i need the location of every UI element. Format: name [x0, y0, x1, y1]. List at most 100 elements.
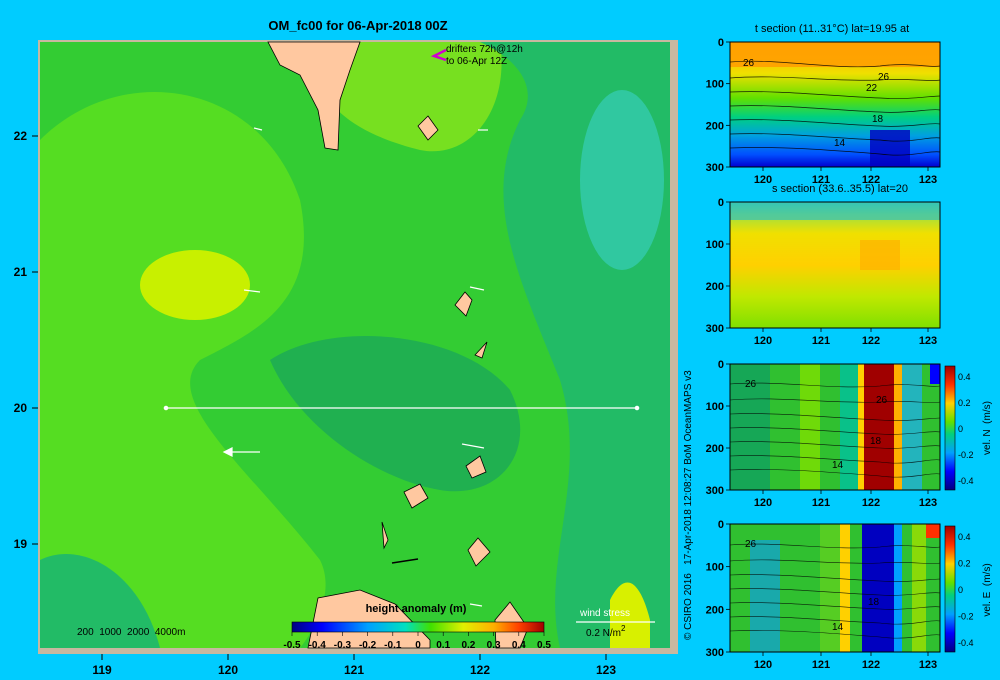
panel-x-tick-label: 123 — [919, 335, 937, 347]
anomaly-contour-southeast — [610, 582, 650, 648]
vel-colorbar-tick-label: -0.2 — [958, 450, 974, 460]
panel-x-tick-label: 122 — [862, 497, 880, 509]
panel-vel-east — [729, 523, 941, 653]
vel-east-colorbar-ticks: 0.4 0.2 0 -0.2 -0.4 — [958, 532, 974, 648]
panel-x-tick-label: 121 — [812, 497, 830, 509]
vel-colorbar-tick-label: -0.4 — [958, 476, 974, 486]
contour-label: 26 — [878, 72, 890, 83]
map-x-tick-label: 122 — [470, 663, 490, 677]
anomaly-max — [140, 250, 250, 320]
colorbar-tick-label: 0.1 — [436, 640, 450, 651]
panel-x-tick-label: 123 — [919, 497, 937, 509]
panel-x-tick-label: 121 — [812, 659, 830, 671]
vel-north-colorbar — [944, 365, 956, 491]
colorbar-title: height anomaly (m) — [366, 603, 467, 615]
section-line — [163, 405, 640, 411]
panel-y-tick-label: 200 — [706, 120, 724, 132]
contour-label: 14 — [832, 460, 844, 471]
panel-y-tick-label: 100 — [706, 562, 724, 574]
contour-label: 18 — [870, 436, 882, 447]
map-y-tick-label: 20 — [14, 401, 28, 415]
colorbar-tick-label: -0.3 — [334, 640, 352, 651]
island — [417, 115, 439, 141]
anomaly-contour-light — [40, 92, 326, 648]
panel-y-tick-label: 0 — [718, 519, 724, 531]
panel-temperature — [729, 41, 941, 168]
vel-colorbar-tick-label: 0.2 — [958, 398, 971, 408]
vel-north-label: vel. N (m/s) — [982, 401, 993, 455]
drifters-line1: drifters 72h@12h — [446, 44, 523, 55]
panel-x-tick-label: 123 — [919, 174, 937, 186]
vel-east-colorbar — [944, 525, 956, 653]
drifters-line2: to 06-Apr 12Z — [446, 56, 507, 67]
panel-y-tick-label: 200 — [706, 281, 724, 293]
panel-y-tick-label: 300 — [706, 162, 724, 174]
vel-colorbar-tick-label: 0.4 — [958, 372, 971, 382]
map-x-ticks: 119 120 121 122 123 — [92, 654, 616, 677]
vel-colorbar-tick-label: 0 — [958, 585, 963, 595]
colorbar-tick-label: -0.5 — [283, 640, 301, 651]
map-x-tick-label: 120 — [218, 663, 238, 677]
map-y-tick-label: 19 — [14, 537, 28, 551]
contour-label: 26 — [876, 395, 888, 406]
contour-label: 14 — [832, 622, 844, 633]
panel-y-tick-label: 100 — [706, 79, 724, 91]
colorbar-tick-label: 0.4 — [512, 640, 526, 651]
panel-y-tick-label: 300 — [706, 647, 724, 659]
panel-vel-east-contour-labels: 26 18 14 — [745, 539, 880, 633]
panel-salinity — [729, 201, 941, 329]
panel-x-tick-label: 121 — [812, 174, 830, 186]
panel-axes: 0 100 200 300 120 121 122 123 0 100 200 300 120 121 12… — [706, 37, 938, 671]
contour-label: 14 — [834, 138, 846, 149]
panel-salinity-title: s section (33.6..35.5) lat=20 — [772, 183, 908, 195]
panel-x-tick-label: 122 — [862, 174, 880, 186]
island — [381, 521, 389, 550]
map-x-tick-label: 121 — [344, 663, 364, 677]
panel-y-tick-label: 100 — [706, 401, 724, 413]
colorbar-ticks: -0.5 -0.4 -0.3 -0.2 -0.1 0 0.1 0.2 0.3 0.4 0.5 — [283, 632, 551, 651]
panel-y-tick-label: 300 — [706, 485, 724, 497]
panel-x-tick-label: 121 — [812, 335, 830, 347]
panel-x-tick-label: 122 — [862, 335, 880, 347]
contour-label: 26 — [743, 58, 755, 69]
colorbar-tick-label: -0.2 — [359, 640, 377, 651]
anomaly-contour-southwest — [40, 553, 160, 648]
drift-arrows — [222, 127, 488, 607]
luzon-land — [307, 589, 431, 649]
island — [467, 537, 491, 567]
panel-y-tick-label: 0 — [718, 359, 724, 371]
contour-label: 18 — [868, 597, 880, 608]
colorbar-tick-label: 0 — [415, 640, 421, 651]
map-y-tick-label: 21 — [14, 265, 28, 279]
vel-colorbar-tick-label: -0.4 — [958, 638, 974, 648]
panel-x-tick-label: 120 — [754, 659, 772, 671]
wind-vector — [391, 558, 419, 564]
depth-legend: 200 1000 2000 4000m — [77, 627, 185, 638]
vel-north-colorbar-ticks: 0.4 0.2 0 -0.2 -0.4 — [958, 372, 974, 486]
colorbar — [291, 621, 545, 633]
panel-x-tick-label: 123 — [919, 659, 937, 671]
wind-stress-label: wind stress — [579, 608, 630, 619]
vel-colorbar-tick-label: 0 — [958, 424, 963, 434]
island — [403, 483, 429, 509]
panel-x-tick-label: 122 — [862, 659, 880, 671]
panel-y-tick-label: 200 — [706, 443, 724, 455]
height-anomaly-field — [40, 42, 670, 648]
taiwan-land — [267, 41, 361, 151]
drifter-legend-icon — [430, 48, 447, 62]
map-x-tick-label: 123 — [596, 663, 616, 677]
panel-vel-north-contour-labels: 26 26 18 14 — [745, 379, 888, 471]
island — [454, 291, 473, 317]
panel-y-tick-label: 200 — [706, 604, 724, 616]
contour-label: 26 — [745, 539, 757, 550]
map-x-tick-label: 119 — [92, 663, 112, 677]
colorbar-tick-label: -0.1 — [384, 640, 402, 651]
panel-x-tick-label: 120 — [754, 335, 772, 347]
colorbar-tick-label: 0.3 — [487, 640, 501, 651]
colorbar-tick-label: 0.5 — [537, 640, 551, 651]
colorbar-tick-label: 0.2 — [461, 640, 475, 651]
credit-text: © CSIRO 2016 17-Apr-2018 12:08:27 BoM Oc… — [683, 370, 694, 640]
panel-y-tick-label: 100 — [706, 239, 724, 251]
